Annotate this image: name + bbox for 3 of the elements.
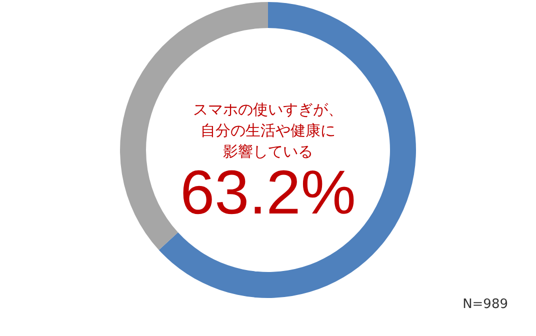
- data-label: 63.2%: [180, 158, 356, 228]
- text: スマホの使いすぎが、自分の生活や健康に影響している: [193, 100, 343, 160]
- text: N=989: [462, 297, 508, 312]
